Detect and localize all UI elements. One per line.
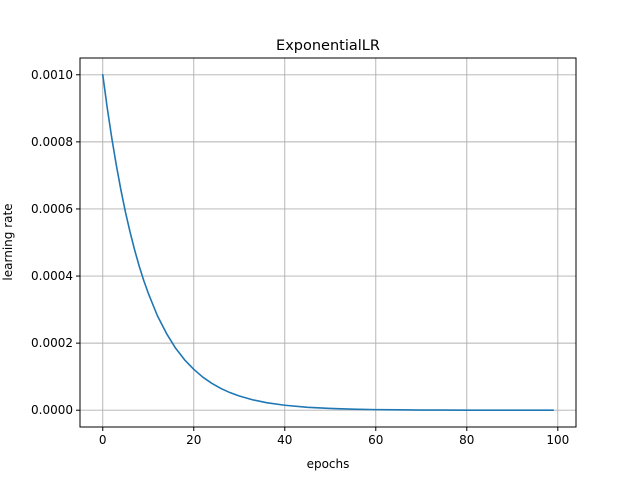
y-tick-label: 0.0006 bbox=[31, 202, 73, 216]
x-axis-ticks: 0 20 40 60 80 100 bbox=[99, 427, 569, 447]
x-tick-label: 40 bbox=[277, 433, 292, 447]
y-axis-label: learning rate bbox=[1, 203, 15, 280]
y-tick-label: 0.0002 bbox=[31, 336, 73, 350]
x-tick-label: 20 bbox=[186, 433, 201, 447]
x-axis-label: epochs bbox=[307, 457, 350, 471]
chart-title: ExponentialLR bbox=[276, 38, 380, 54]
y-tick-label: 0.0004 bbox=[31, 269, 73, 283]
x-tick-label: 100 bbox=[546, 433, 569, 447]
series-line bbox=[101, 73, 555, 412]
x-tick-label: 60 bbox=[368, 433, 383, 447]
x-tick-label: 0 bbox=[99, 433, 107, 447]
plot-area bbox=[101, 73, 555, 412]
y-tick-label: 0.0000 bbox=[31, 403, 73, 417]
y-tick-label: 0.0008 bbox=[31, 135, 73, 149]
grid-lines bbox=[80, 58, 576, 427]
x-tick-label: 80 bbox=[459, 433, 474, 447]
axes-frame bbox=[79, 57, 577, 428]
y-axis-ticks: 0.0000 0.0002 0.0004 0.0006 0.0008 0.0010 bbox=[31, 68, 80, 417]
y-tick-label: 0.0010 bbox=[31, 68, 73, 82]
